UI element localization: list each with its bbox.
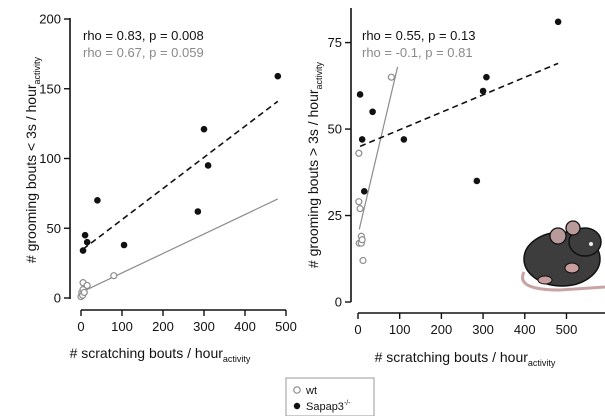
left-x-tick-label: 100 bbox=[111, 319, 133, 334]
right-wt-point bbox=[359, 256, 367, 265]
left-sapap3-point bbox=[81, 231, 89, 239]
right-plot-marks bbox=[355, 18, 562, 265]
right-x-axis-title: # scratching bouts / houractivity bbox=[375, 349, 556, 368]
left-sapap3-point bbox=[204, 162, 212, 169]
right-wt-point bbox=[355, 198, 363, 206]
left-y-tick-label: 150 bbox=[39, 81, 61, 96]
left-sapap3-point bbox=[83, 238, 91, 246]
right-y-tick-label: 50 bbox=[328, 122, 342, 137]
right-sapap3-point bbox=[358, 136, 366, 143]
left-x-ticks: 0 100 200 300 400 500 bbox=[77, 310, 297, 334]
left-x-tick-label: 400 bbox=[234, 319, 256, 334]
left-x-tick-label: 200 bbox=[152, 319, 174, 334]
left-wt-point bbox=[80, 288, 88, 297]
left-sapap3-point bbox=[94, 197, 101, 204]
right-sapap3-point bbox=[400, 136, 408, 143]
right-x-tick-label: 400 bbox=[514, 322, 536, 337]
right-x-tick-label: 0 bbox=[354, 322, 361, 337]
left-x-tick-label: 500 bbox=[275, 319, 297, 334]
left-y-ticks: 0 50 100 150 200 bbox=[39, 12, 70, 306]
right-x-tick-label: 200 bbox=[431, 322, 453, 337]
right-y-tick-label: 0 bbox=[335, 295, 342, 310]
legend-box bbox=[285, 377, 375, 416]
left-sapap3-point bbox=[79, 247, 87, 254]
left-stat-sapap3: rho = 0.83, p = 0.008 bbox=[83, 28, 204, 43]
left-y-axis-title: # grooming bouts < 3s / houractivity bbox=[23, 56, 42, 263]
right-sapap3-point bbox=[369, 108, 376, 116]
right-x-tick-label: 100 bbox=[389, 322, 411, 337]
right-wt-fit-line bbox=[358, 66, 399, 230]
left-plot-marks bbox=[77, 72, 282, 301]
left-x-tick-label: 0 bbox=[77, 319, 84, 334]
right-stat-sapap3: rho = 0.55, p = 0.13 bbox=[362, 28, 475, 43]
right-y-tick-label: 75 bbox=[328, 35, 342, 50]
right-y-ticks: 0 25 50 75 bbox=[328, 35, 351, 310]
left-wt-fit-line bbox=[80, 198, 279, 293]
left-y-tick-label: 0 bbox=[54, 291, 61, 306]
left-y-tick-label: 200 bbox=[39, 12, 61, 27]
legend: wt Sapap3-/- bbox=[285, 377, 375, 416]
right-y-tick-label: 25 bbox=[328, 208, 342, 223]
right-stat-wt: rho = -0.1, p = 0.81 bbox=[362, 45, 473, 60]
left-sapap3-point bbox=[200, 125, 208, 133]
right-y-axis-title: # grooming bouts > 3s / houractivity bbox=[305, 61, 324, 268]
right-wt-point bbox=[358, 236, 366, 244]
left-wt-point bbox=[110, 272, 118, 280]
right-sapap3-point bbox=[473, 177, 481, 185]
left-stat-wt: rho = 0.67, p = 0.059 bbox=[83, 45, 204, 60]
right-x-ticks: 0 100 200 300 400 500 bbox=[354, 313, 577, 337]
left-wt-point bbox=[83, 281, 91, 290]
mouse-illustration bbox=[521, 220, 605, 292]
left-sapap3-point bbox=[194, 208, 202, 215]
right-x-tick-label: 300 bbox=[472, 322, 494, 337]
left-y-tick-label: 100 bbox=[39, 151, 61, 166]
legend-sapap3-label: Sapap3-/- bbox=[306, 400, 351, 413]
legend-wt-marker bbox=[293, 386, 301, 394]
right-sapap3-point bbox=[483, 73, 490, 81]
legend-wt-label: wt bbox=[305, 385, 317, 397]
right-sapap3-fit-line bbox=[359, 62, 559, 148]
right-sapap3-point bbox=[356, 91, 364, 98]
right-x-tick-label: 500 bbox=[556, 322, 578, 337]
legend-sapap3-marker bbox=[293, 402, 301, 410]
left-x-tick-label: 300 bbox=[193, 319, 215, 334]
right-sapap3-point bbox=[479, 87, 487, 95]
left-panel: 0 100 200 300 400 500 0 50 100 150 200 rho = 0.83… bbox=[23, 12, 297, 365]
left-sapap3-fit-line bbox=[82, 100, 279, 250]
left-y-tick-label: 50 bbox=[47, 221, 61, 236]
left-sapap3-point bbox=[120, 241, 128, 249]
right-panel: 0 100 200 300 400 500 0 25 50 75 rho = 0.55, p =… bbox=[305, 8, 605, 368]
left-sapap3-point bbox=[274, 72, 282, 80]
right-wt-point bbox=[356, 205, 364, 213]
right-wt-point bbox=[387, 73, 395, 81]
right-sapap3-point bbox=[554, 18, 562, 26]
left-x-axis-title: # scratching bouts / houractivity bbox=[70, 345, 251, 364]
right-wt-point bbox=[355, 149, 363, 157]
right-sapap3-point bbox=[360, 188, 368, 195]
